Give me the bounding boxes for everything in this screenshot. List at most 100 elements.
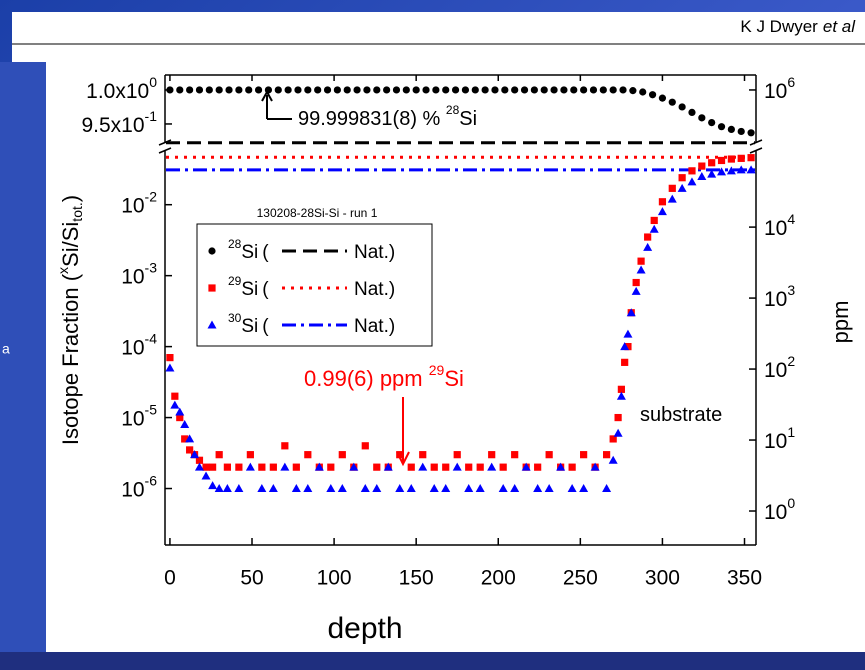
data-point <box>747 154 755 162</box>
data-point <box>499 463 507 471</box>
legend-name: Si <box>241 279 258 300</box>
data-point <box>281 442 289 450</box>
data-point <box>491 86 499 94</box>
data-point <box>225 86 233 94</box>
data-point <box>186 86 194 94</box>
legend-mass: 29 <box>228 274 242 288</box>
data-point <box>621 358 629 366</box>
y2-axis-label: ppm <box>828 301 853 344</box>
y2-tick-label: 101 <box>764 424 795 453</box>
legend-name: Si <box>241 316 258 337</box>
data-point <box>636 265 646 274</box>
data-point <box>637 257 645 265</box>
data-point <box>395 484 405 493</box>
data-point <box>708 159 716 167</box>
data-point <box>349 462 359 471</box>
data-point <box>530 86 538 94</box>
et-al: et al <box>823 17 856 36</box>
data-point <box>465 463 473 471</box>
y-tick-label: 10-4 <box>121 330 157 359</box>
data-point <box>589 86 598 94</box>
data-point <box>708 119 716 127</box>
data-point <box>580 451 588 459</box>
data-point <box>432 86 440 94</box>
y-tick-label-exp: -1 <box>145 108 158 124</box>
legend-label: 30Si( <box>228 311 269 337</box>
data-point <box>402 86 410 94</box>
data-point <box>284 86 292 94</box>
y2-tick-label-exp: 2 <box>787 353 795 369</box>
y2-tick-label-exp: 6 <box>787 74 795 90</box>
annotation-species: Si <box>459 108 477 130</box>
legend-open: ( <box>262 242 269 263</box>
data-point <box>602 484 612 493</box>
y-axis-label: Isotope Fraction (xSi/Sitot.) <box>55 195 85 445</box>
data-point <box>235 86 243 94</box>
data-point <box>631 286 641 295</box>
data-point <box>268 484 278 493</box>
y-tick-label-base: 9.5x10 <box>81 114 144 137</box>
x-tick-label: 50 <box>240 567 263 590</box>
data-point <box>590 462 600 471</box>
data-point <box>609 86 617 94</box>
data-point <box>442 86 450 94</box>
data-point <box>373 463 381 471</box>
data-point <box>707 169 717 178</box>
data-point <box>166 86 174 94</box>
legend-mass: 30 <box>228 311 242 325</box>
data-point <box>451 86 460 94</box>
axis-break <box>158 139 172 146</box>
data-point <box>223 463 231 471</box>
data-point <box>570 86 578 94</box>
data-point <box>412 86 420 94</box>
data-point <box>668 184 676 192</box>
y2-tick-label-base: 10 <box>764 501 787 524</box>
y-tick-label: 10-2 <box>121 188 157 217</box>
data-point <box>343 86 351 94</box>
data-point <box>746 165 756 174</box>
legend-mass: 28 <box>228 237 242 251</box>
legend-marker <box>208 284 216 292</box>
data-point <box>629 87 637 95</box>
data-point <box>195 456 204 464</box>
data-point <box>245 462 255 471</box>
data-point <box>511 451 519 459</box>
data-point <box>419 451 427 459</box>
data-point <box>314 462 324 471</box>
y2-tick-label: 104 <box>764 211 795 240</box>
data-point <box>215 451 223 459</box>
data-point <box>372 484 382 493</box>
data-point <box>643 242 653 251</box>
data-point <box>215 86 223 94</box>
annotation-species: Si <box>444 366 464 391</box>
y2-tick-label-base: 10 <box>764 359 787 382</box>
author: K J Dwyer <box>740 17 818 36</box>
data-point <box>430 463 438 471</box>
data-point <box>235 463 243 471</box>
y-tick-label: 10-6 <box>121 472 157 501</box>
y-tick-label-base: 10 <box>121 336 144 359</box>
data-point <box>698 114 706 122</box>
data-point <box>406 484 416 493</box>
y-tick-label-exp: -2 <box>145 188 158 204</box>
data-point <box>556 462 566 471</box>
data-point <box>326 484 336 493</box>
data-point <box>304 451 312 459</box>
data-point <box>737 127 745 136</box>
legend-nat: Nat.) <box>354 316 395 337</box>
y2-tick-label: 106 <box>764 74 795 103</box>
data-point <box>614 413 622 422</box>
data-point <box>475 484 485 493</box>
annotation-text: 99.999831(8) % <box>298 108 446 130</box>
data-point <box>668 98 676 106</box>
data-point <box>608 455 618 464</box>
data-point <box>294 86 302 94</box>
legend-nat: Nat.) <box>354 279 395 300</box>
legend-title: 130208-28Si-Si - run 1 <box>257 206 378 220</box>
annotation-text: 0.99(6) ppm <box>304 366 429 391</box>
y2-tick-label-exp: 4 <box>787 211 795 227</box>
data-point <box>644 233 652 241</box>
y2-tick-label: 102 <box>764 353 795 382</box>
annotation-text: substrate <box>640 404 722 426</box>
